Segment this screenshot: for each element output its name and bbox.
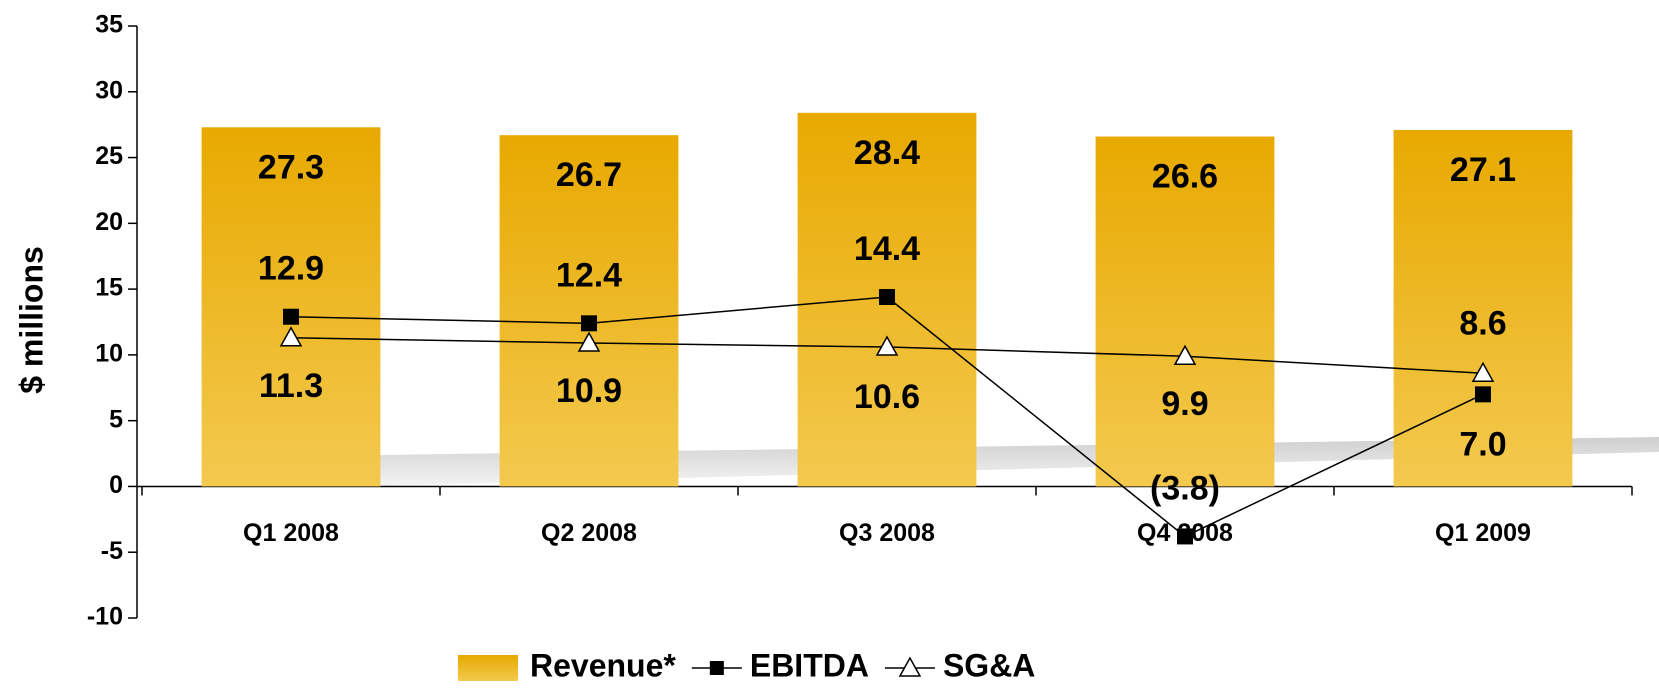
marker [879,289,895,306]
marker [581,315,597,332]
legend-swatch [458,655,518,681]
y-tick-label: 5 [109,405,123,433]
y-tick-label: 30 [95,76,123,104]
value-label: 9.9 [1161,385,1208,423]
value-label: 7.0 [1459,425,1506,463]
marker [875,335,899,356]
x-tick-label: Q2 2008 [541,519,637,547]
bar [1393,129,1573,487]
floor-shadow [380,437,1659,486]
value-label: 12.9 [258,250,324,288]
marker [577,331,601,352]
legend-marker [709,661,724,675]
legend-label: EBITDA [750,647,869,683]
y-tick-label: 25 [95,142,123,170]
y-tick-label: 20 [95,208,123,236]
y-axis-label: $ millions [13,246,49,394]
value-label: 10.6 [854,378,920,416]
y-tick-label: -5 [101,537,123,565]
marker [283,308,299,325]
x-tick-label: Q1 2009 [1435,519,1531,547]
marker [1475,386,1491,403]
y-tick-label: 15 [95,274,123,302]
bar [499,135,679,487]
bar [201,127,381,487]
y-tick-label: 35 [95,11,123,39]
legend-marker [898,656,922,677]
value-label: 26.6 [1152,157,1218,195]
value-label: 14.4 [854,230,920,268]
value-label: 27.3 [258,148,324,186]
value-label: 28.4 [854,134,920,172]
value-label: 11.3 [259,367,323,405]
value-label: 26.7 [556,156,622,194]
value-label: 8.6 [1459,304,1506,342]
legend-label: Revenue* [530,647,676,683]
bar [1095,136,1275,487]
legend-label: SG&A [943,647,1035,683]
value-label: (3.8) [1150,469,1220,507]
value-label: 27.1 [1450,151,1516,189]
value-label: 12.4 [556,256,622,294]
marker [279,326,303,347]
y-tick-label: 10 [95,339,123,367]
x-tick-label: Q3 2008 [839,519,935,547]
marker [1471,361,1495,383]
marker [1177,528,1193,545]
value-label: 10.9 [556,372,622,410]
y-tick-label: -10 [87,603,123,631]
marker [1173,344,1197,365]
y-tick-label: 0 [109,471,123,499]
x-tick-label: Q1 2008 [243,519,339,547]
